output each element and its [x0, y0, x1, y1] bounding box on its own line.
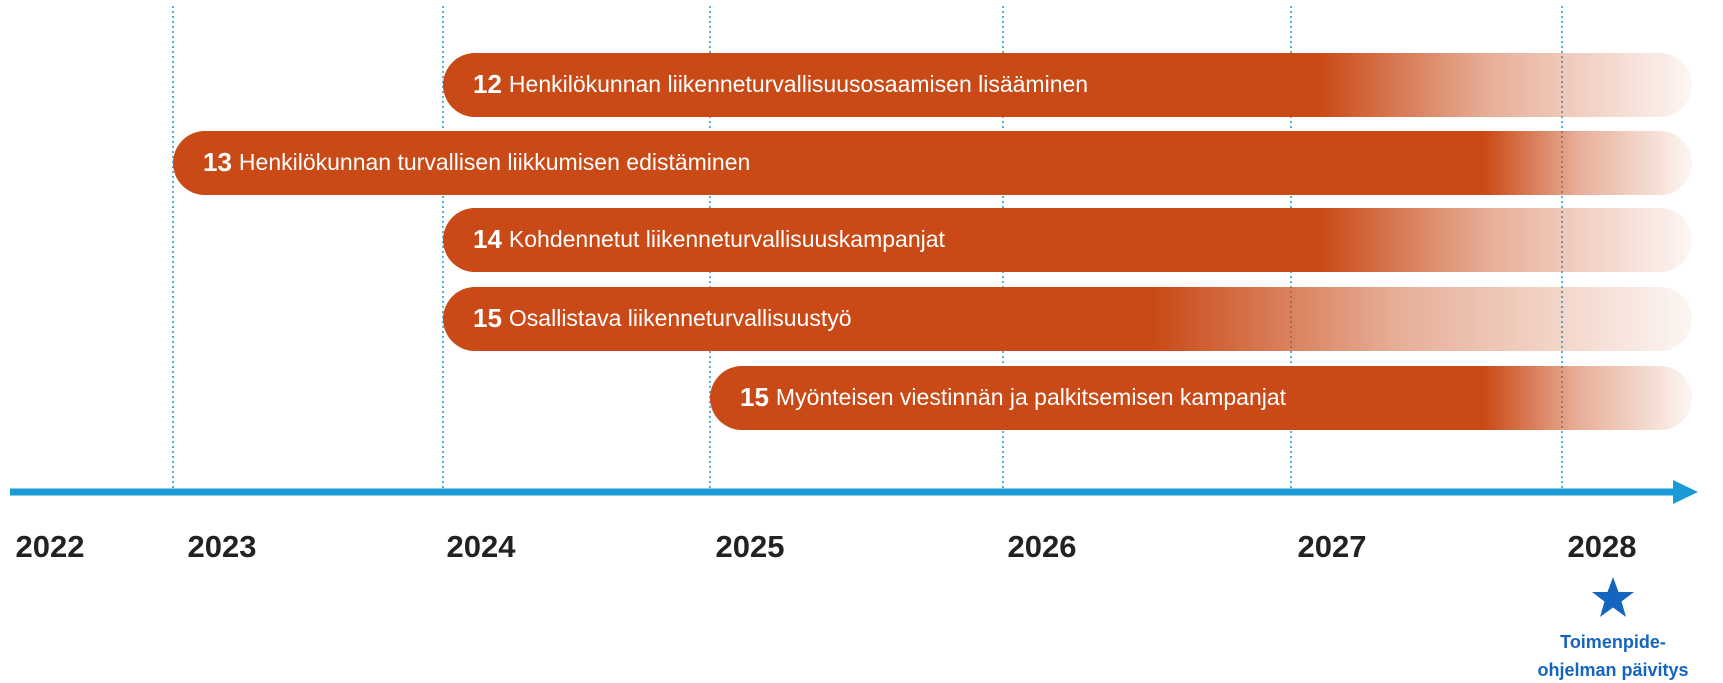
- year-label: 2025: [716, 529, 785, 564]
- action-label: Myönteisen viestinnän ja palkitsemisen k…: [776, 384, 1287, 410]
- action-bar: [443, 208, 1692, 272]
- action-number: 12: [473, 69, 502, 99]
- action-bar: [443, 53, 1692, 117]
- action-text: 12 Henkilökunnan liikenneturvallisuusosaa…: [473, 69, 1088, 99]
- year-label: 2027: [1298, 529, 1367, 564]
- action-number: 14: [473, 224, 502, 254]
- action-text: 15 Osallistava liikenneturvallisuustyö: [473, 303, 852, 333]
- action-label: Henkilökunnan turvallisen liikkumisen ed…: [239, 149, 750, 175]
- action-label: Kohdennetut liikenneturvallisuuskampanja…: [509, 226, 946, 252]
- action-number: 13: [203, 147, 232, 177]
- action-text: 15 Myönteisen viestinnän ja palkitsemisen…: [740, 382, 1287, 412]
- year-label: 2023: [188, 529, 257, 564]
- action-label: Osallistava liikenneturvallisuustyö: [509, 305, 852, 331]
- year-label: 2026: [1008, 529, 1077, 564]
- axis-arrow: [1673, 480, 1698, 504]
- action-bar: [710, 366, 1692, 430]
- action-bar: [443, 287, 1692, 351]
- year-label: 2022: [16, 529, 85, 564]
- action-bar: [173, 131, 1692, 195]
- milestone-label: Toimenpide-: [1560, 632, 1666, 652]
- milestone-label: ohjelman päivitys: [1537, 660, 1688, 680]
- action-number: 15: [473, 303, 502, 333]
- year-label: 2028: [1568, 529, 1637, 564]
- milestone-star: [1592, 577, 1634, 617]
- year-label: 2024: [447, 529, 517, 564]
- action-label: Henkilökunnan liikenneturvallisuusosaami…: [509, 71, 1088, 97]
- action-text: 14 Kohdennetut liikenneturvallisuuskampan…: [473, 224, 946, 254]
- action-text: 13 Henkilökunnan turvallisen liikkumisen …: [203, 147, 750, 177]
- action-number: 15: [740, 382, 769, 412]
